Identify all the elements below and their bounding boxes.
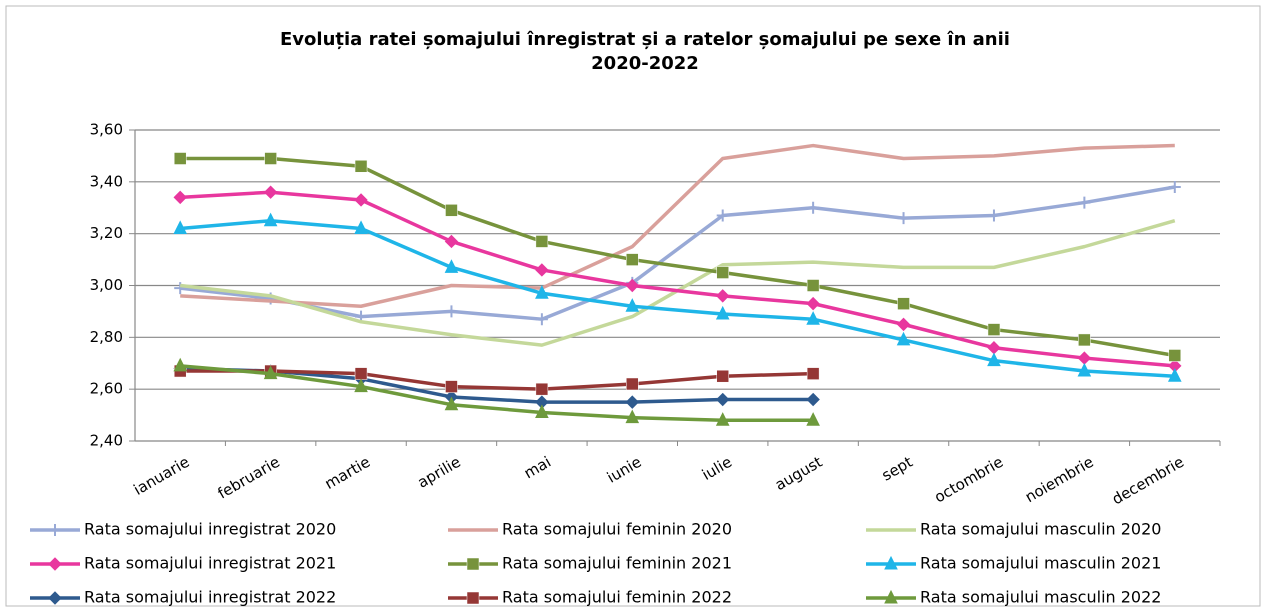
marker xyxy=(987,352,1001,367)
marker xyxy=(535,285,549,299)
legend-label: Rata somajului feminin 2020 xyxy=(502,520,732,539)
marker xyxy=(354,367,368,380)
marker xyxy=(1078,196,1091,209)
y-tick-label: 3,40 xyxy=(90,172,123,190)
marker xyxy=(625,409,640,424)
marker xyxy=(263,185,278,199)
marker xyxy=(263,365,278,380)
y-tick-label: 2,80 xyxy=(90,328,123,346)
marker xyxy=(807,201,820,214)
marker xyxy=(535,235,549,248)
marker xyxy=(354,220,368,234)
marker xyxy=(354,378,368,393)
legend-label: Rata somajului feminin 2022 xyxy=(502,588,732,607)
legend-label: Rata somajului masculin 2020 xyxy=(920,520,1161,539)
y-tick-label: 3,00 xyxy=(90,276,123,294)
marker xyxy=(625,278,639,293)
marker xyxy=(263,212,278,227)
series-line xyxy=(180,218,1175,378)
marker xyxy=(896,331,911,346)
marker xyxy=(173,190,187,205)
marker xyxy=(1167,368,1182,382)
marker xyxy=(445,204,458,217)
marker xyxy=(173,220,188,234)
marker xyxy=(1168,349,1182,362)
chart-title: 2020-2022 xyxy=(591,53,699,74)
legend-marker xyxy=(466,591,480,605)
marker xyxy=(1168,181,1181,194)
legend-marker xyxy=(884,555,898,570)
marker xyxy=(625,395,639,409)
marker xyxy=(626,253,639,266)
marker xyxy=(806,412,820,426)
marker xyxy=(715,412,730,426)
marker xyxy=(264,152,277,165)
marker xyxy=(716,392,730,407)
marker xyxy=(716,289,730,303)
marker xyxy=(174,282,187,295)
marker xyxy=(445,380,458,393)
marker xyxy=(987,209,1000,222)
marker xyxy=(354,160,368,173)
marker xyxy=(354,193,368,207)
marker xyxy=(806,311,820,325)
marker xyxy=(535,313,548,326)
marker xyxy=(806,367,820,380)
series-line xyxy=(180,185,1176,321)
series-line xyxy=(180,369,814,391)
y-tick-label: 3,20 xyxy=(90,224,123,242)
legend-label: Rata somajului masculin 2022 xyxy=(920,588,1161,607)
marker xyxy=(897,297,910,310)
marker xyxy=(444,396,459,411)
marker xyxy=(896,317,911,332)
marker xyxy=(806,279,820,292)
chart-title: Evoluția ratei șomajului înregistrat și … xyxy=(280,29,1010,50)
legend-label: Rata somajului masculin 2021 xyxy=(920,554,1161,573)
legend-label: Rata somajului inregistrat 2021 xyxy=(84,554,336,573)
marker xyxy=(897,212,910,225)
series-line xyxy=(180,143,1175,308)
marker xyxy=(1077,362,1092,377)
marker xyxy=(1078,333,1091,347)
marker xyxy=(444,259,459,273)
series-line xyxy=(180,364,814,423)
marker xyxy=(173,357,188,372)
marker xyxy=(806,392,820,407)
marker xyxy=(173,152,187,165)
marker xyxy=(535,404,549,418)
marker xyxy=(625,298,640,312)
series-line xyxy=(180,190,1175,368)
legend-marker xyxy=(48,557,62,571)
marker xyxy=(716,209,729,222)
legend-marker xyxy=(466,557,480,571)
legend-label: Rata somajului inregistrat 2022 xyxy=(84,588,336,607)
marker xyxy=(535,263,549,277)
y-tick-label: 2,60 xyxy=(90,380,123,398)
y-tick-label: 3,60 xyxy=(90,121,123,139)
marker xyxy=(444,234,459,249)
marker xyxy=(626,377,639,391)
series-line xyxy=(180,156,1176,358)
marker xyxy=(715,305,730,320)
marker xyxy=(445,305,458,318)
marker xyxy=(987,323,1001,336)
marker xyxy=(716,369,729,383)
y-tick-label: 2,40 xyxy=(90,432,123,450)
marker xyxy=(535,382,549,396)
marker xyxy=(806,296,820,311)
legend-label: Rata somajului inregistrat 2020 xyxy=(84,520,336,539)
legend-label: Rata somajului feminin 2021 xyxy=(502,554,732,573)
legend-marker xyxy=(48,591,62,605)
legend-marker xyxy=(884,589,898,604)
legend-marker xyxy=(49,524,61,536)
marker xyxy=(716,266,729,279)
